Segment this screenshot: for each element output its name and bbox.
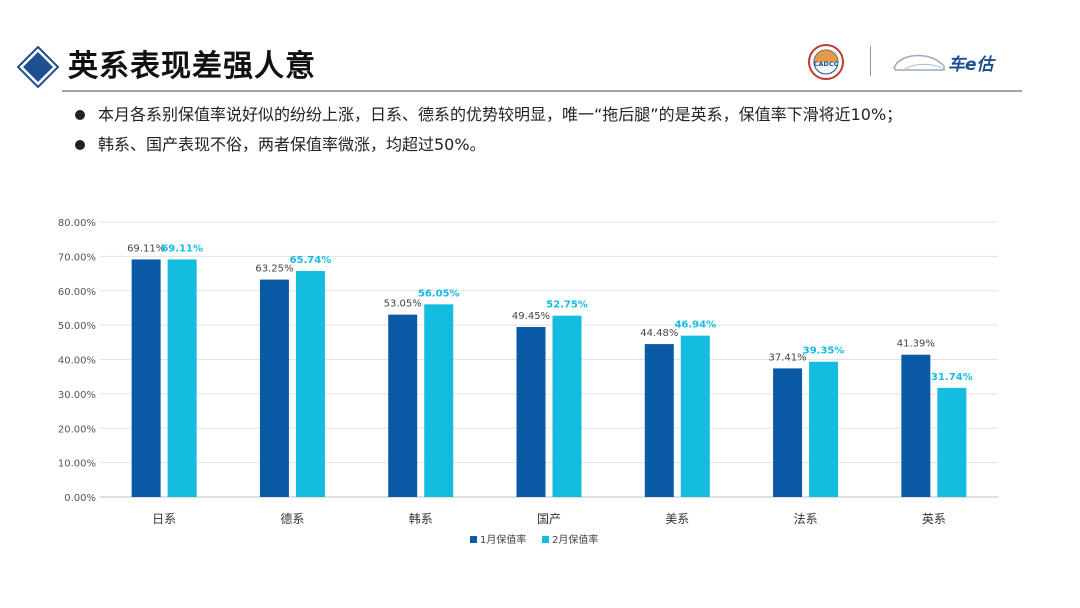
y-tick-label: 40.00% — [58, 356, 96, 367]
bullet-dot-icon — [75, 140, 85, 150]
legend-label: 2月保值率 — [552, 533, 598, 546]
bullet-item: 韩系、国产表现不俗，两者保值率微涨，均超过50%。 — [72, 131, 972, 159]
x-tick-label: 英系 — [922, 512, 946, 526]
data-label: 46.94% — [674, 320, 716, 331]
bullet-text: 本月各系别保值率说好似的纷纷上涨，日系、德系的优势较明显，唯一“拖后腿”的是英系… — [98, 105, 903, 124]
data-label: 49.45% — [512, 311, 550, 322]
data-label: 52.75% — [546, 300, 588, 311]
bar-feb — [809, 361, 839, 497]
data-label: 41.39% — [897, 339, 935, 350]
y-tick-label: 20.00% — [58, 424, 96, 435]
chart-svg: 0.00% 10.00% 20.00% 30.00% 40.00% 50.00% 60.00… — [58, 218, 998, 546]
bullet-list: 本月各系别保值率说好似的纷纷上涨，日系、德系的优势较明显，唯一“拖后腿”的是英系… — [72, 101, 972, 161]
diamond-icon — [16, 45, 60, 89]
x-tick-label: 美系 — [665, 512, 689, 526]
data-label: 53.05% — [384, 299, 422, 310]
cadcc-logo: CADCC — [803, 44, 849, 80]
bar-jan — [259, 279, 289, 497]
legend-label: 1月保值率 — [480, 533, 526, 546]
header-rule — [62, 90, 1022, 92]
data-label: 31.74% — [931, 372, 973, 383]
data-label: 65.74% — [290, 255, 332, 266]
y-tick-label: 70.00% — [58, 252, 96, 263]
bar-jan — [901, 354, 931, 497]
bullet-text: 韩系、国产表现不俗，两者保值率微涨，均超过50%。 — [98, 135, 486, 154]
data-label: 69.11% — [161, 243, 203, 254]
bar-feb — [167, 259, 197, 497]
legend-swatch — [542, 536, 549, 543]
bar-jan — [773, 368, 803, 497]
x-tick-label: 日系 — [152, 512, 176, 526]
y-tick-label: 60.00% — [58, 287, 96, 298]
y-tick-label: 80.00% — [58, 218, 96, 229]
data-label: 69.11% — [127, 243, 165, 254]
data-label: 63.25% — [255, 264, 293, 275]
y-tick-label: 50.00% — [58, 321, 96, 332]
y-tick-label: 0.00% — [64, 493, 96, 504]
bar-jan — [388, 314, 418, 497]
bar-jan — [131, 259, 161, 497]
bar-chart: 0.00% 10.00% 20.00% 30.00% 40.00% 50.00% 60.00… — [40, 205, 1020, 560]
bar-feb — [295, 271, 325, 497]
data-label: 44.48% — [640, 328, 678, 339]
bar-feb — [937, 387, 967, 497]
logo-divider — [870, 46, 871, 76]
bar-jan — [644, 344, 674, 497]
slide-header: 英系表现差强人意 CADCC 车e估 — [0, 0, 1080, 92]
bullet-item: 本月各系别保值率说好似的纷纷上涨，日系、德系的优势较明显，唯一“拖后腿”的是英系… — [72, 101, 972, 129]
data-label: 56.05% — [418, 288, 460, 299]
brand-logo-text: 车e估 — [948, 55, 997, 75]
bar-feb — [680, 335, 710, 497]
bar-jan — [516, 327, 546, 497]
bar-feb — [424, 304, 454, 497]
x-tick-label: 韩系 — [409, 511, 433, 526]
data-label: 39.35% — [803, 346, 845, 357]
bar-feb — [552, 315, 582, 497]
x-tick-label: 国产 — [537, 512, 561, 526]
brand-logo: 车e估 — [890, 44, 1020, 80]
page-title: 英系表现差强人意 — [68, 49, 316, 84]
x-tick-label: 德系 — [280, 511, 304, 526]
legend-swatch — [470, 536, 477, 543]
y-tick-label: 30.00% — [58, 390, 96, 401]
y-tick-label: 10.00% — [58, 459, 96, 470]
x-tick-label: 法系 — [794, 512, 818, 526]
cadcc-logo-text: CADCC — [814, 60, 839, 68]
bullet-dot-icon — [75, 110, 85, 120]
data-label: 37.41% — [769, 352, 807, 363]
